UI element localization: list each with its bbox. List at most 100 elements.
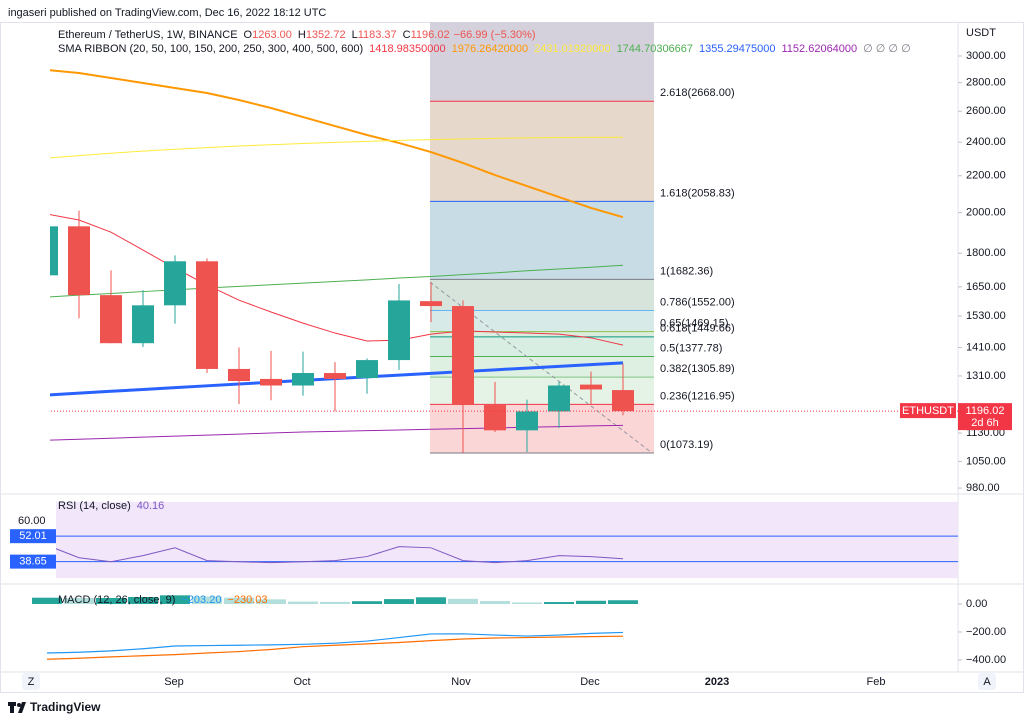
macd-hist <box>224 597 254 604</box>
ohlc-value: 1352.72 <box>306 29 346 41</box>
fib-zone <box>430 279 654 311</box>
macd-hist <box>32 597 62 604</box>
macd-hist <box>480 601 510 604</box>
candle-body <box>452 306 474 406</box>
button-bg[interactable] <box>978 673 996 690</box>
sma-value: 2431.01920000 <box>534 43 610 55</box>
x-tick-label: Feb <box>867 676 886 688</box>
macd-hist <box>544 602 574 604</box>
macd-hist <box>160 595 190 604</box>
price-tag-symbol: ETHUSDT <box>902 405 954 417</box>
button-bg[interactable] <box>22 673 40 690</box>
macd-tick-label: 0.00 <box>966 598 987 610</box>
candle-body <box>164 261 186 306</box>
candle-body <box>388 300 410 361</box>
macd-hist <box>384 599 414 604</box>
macd-hist <box>608 600 638 604</box>
macd-hist <box>128 596 158 604</box>
fib-zone <box>430 22 654 102</box>
candle-body <box>356 360 378 379</box>
y-tick-label: 1050.00 <box>966 455 1006 467</box>
rsi-level-label: 38.65 <box>19 556 47 568</box>
macd-label: MACD (12, 26, close, 9) <box>58 594 175 606</box>
macd-hist <box>192 596 222 604</box>
rsi-level-label: 52.01 <box>19 530 47 542</box>
fib-label: 0.65(1469.15) <box>660 318 729 330</box>
fib-label: 0(1073.19) <box>660 439 713 451</box>
fib-label: 1.618(2058.83) <box>660 187 735 199</box>
ohlc-value: 1196.02 <box>411 29 450 41</box>
footer-logo <box>8 702 26 713</box>
sma-line <box>50 69 624 219</box>
fib-label: 1(1682.36) <box>660 265 713 277</box>
x-tick-label: Nov <box>451 676 471 688</box>
rsi-level-tag <box>10 529 56 544</box>
rsi-line <box>55 546 624 564</box>
candle-body <box>132 305 154 344</box>
y-tick-label: 1410.00 <box>966 341 1006 353</box>
legend-line: Ethereum / TetherUS, 1W, BINANCE O1263.00… <box>58 29 536 41</box>
macd-hist <box>288 601 318 604</box>
candle-body <box>516 411 538 431</box>
macd-hist <box>352 601 382 604</box>
price-tag-countdown: 2d 6h <box>971 417 999 429</box>
sma-value: 1355.29475000 <box>699 43 775 55</box>
macd-hist <box>320 601 350 604</box>
price-tag-symbol-bg <box>900 403 956 419</box>
publisher: ingaseri published on TradingView.com, D… <box>8 7 326 19</box>
price-tag-value: 1196.02 <box>966 405 1005 417</box>
fib-zone <box>430 101 654 202</box>
fib-zone <box>430 336 654 357</box>
sma-value: 1152.62064000 <box>782 43 858 55</box>
macd-hist <box>512 602 542 604</box>
x-tick-label: Sep <box>164 676 184 688</box>
candle-body <box>292 373 314 386</box>
rsi-value: 40.16 <box>137 500 165 512</box>
sma-value: 1744.70306667 <box>617 43 693 55</box>
price-pane: 2.618(2668.00) 1.618(2058.83) 1(1682.36) 0.… <box>50 22 958 454</box>
fib-zone <box>430 201 654 280</box>
y-tick-label: 1310.00 <box>966 370 1006 382</box>
rsi-legend: RSI (14, close) 40.16 <box>58 500 164 512</box>
candle-body <box>68 226 90 296</box>
zoom-button[interactable]: Z <box>28 676 35 688</box>
y-tick-label: 2800.00 <box>966 77 1006 89</box>
ohlc-change: −66.99 (−5.30%) <box>454 29 536 41</box>
macd-legend: MACD (12, 26, close, 9) −203.20 −230.03 <box>58 594 268 606</box>
y-tick-label: 1530.00 <box>966 310 1006 322</box>
y-axis-label: USDT <box>966 27 996 39</box>
y-tick-label: 1650.00 <box>966 281 1006 293</box>
sma-hidden: ∅ ∅ ∅ ∅ <box>863 43 911 55</box>
rsi-label: RSI (14, close) <box>58 500 131 512</box>
fib-label: 0.618(1449.66) <box>660 323 735 335</box>
ohlc-key: C <box>403 29 411 41</box>
sma-line <box>50 136 624 159</box>
y-tick-label: 2200.00 <box>966 170 1006 182</box>
price-tag-bg <box>958 403 1012 431</box>
fib-label: 2.618(2668.00) <box>660 87 735 99</box>
candle-body <box>196 261 218 369</box>
macd-line <box>46 631 624 654</box>
y-tick-label: 2400.00 <box>966 136 1006 148</box>
rsi-tick-label: 60.00 <box>18 515 46 527</box>
legend-line: SMA RIBBON (20, 50, 100, 150, 200, 250, … <box>58 43 911 55</box>
signal-value: −230.03 <box>227 594 267 606</box>
sma-title: SMA RIBBON (20, 50, 100, 150, 200, 250, … <box>58 43 363 55</box>
y-tick-label: 2600.00 <box>966 105 1006 117</box>
fib-zone <box>430 310 654 332</box>
macd-hist <box>448 598 478 604</box>
auto-button[interactable]: A <box>983 676 991 688</box>
ohlc-key: O <box>244 29 253 41</box>
x-tick-label: 2023 <box>705 676 729 688</box>
ohlc-key: L <box>352 29 358 41</box>
fib-label: 0.382(1305.89) <box>660 363 735 375</box>
x-tick-label: Oct <box>293 676 310 688</box>
sma-value: 1976.26420000 <box>452 43 528 55</box>
fib-label: 0.786(1552.00) <box>660 296 735 308</box>
fib-label: 0.236(1216.95) <box>660 390 735 402</box>
y-tick-label: 2000.00 <box>966 206 1006 218</box>
macd-hist <box>64 597 94 604</box>
sma-line <box>50 214 624 346</box>
